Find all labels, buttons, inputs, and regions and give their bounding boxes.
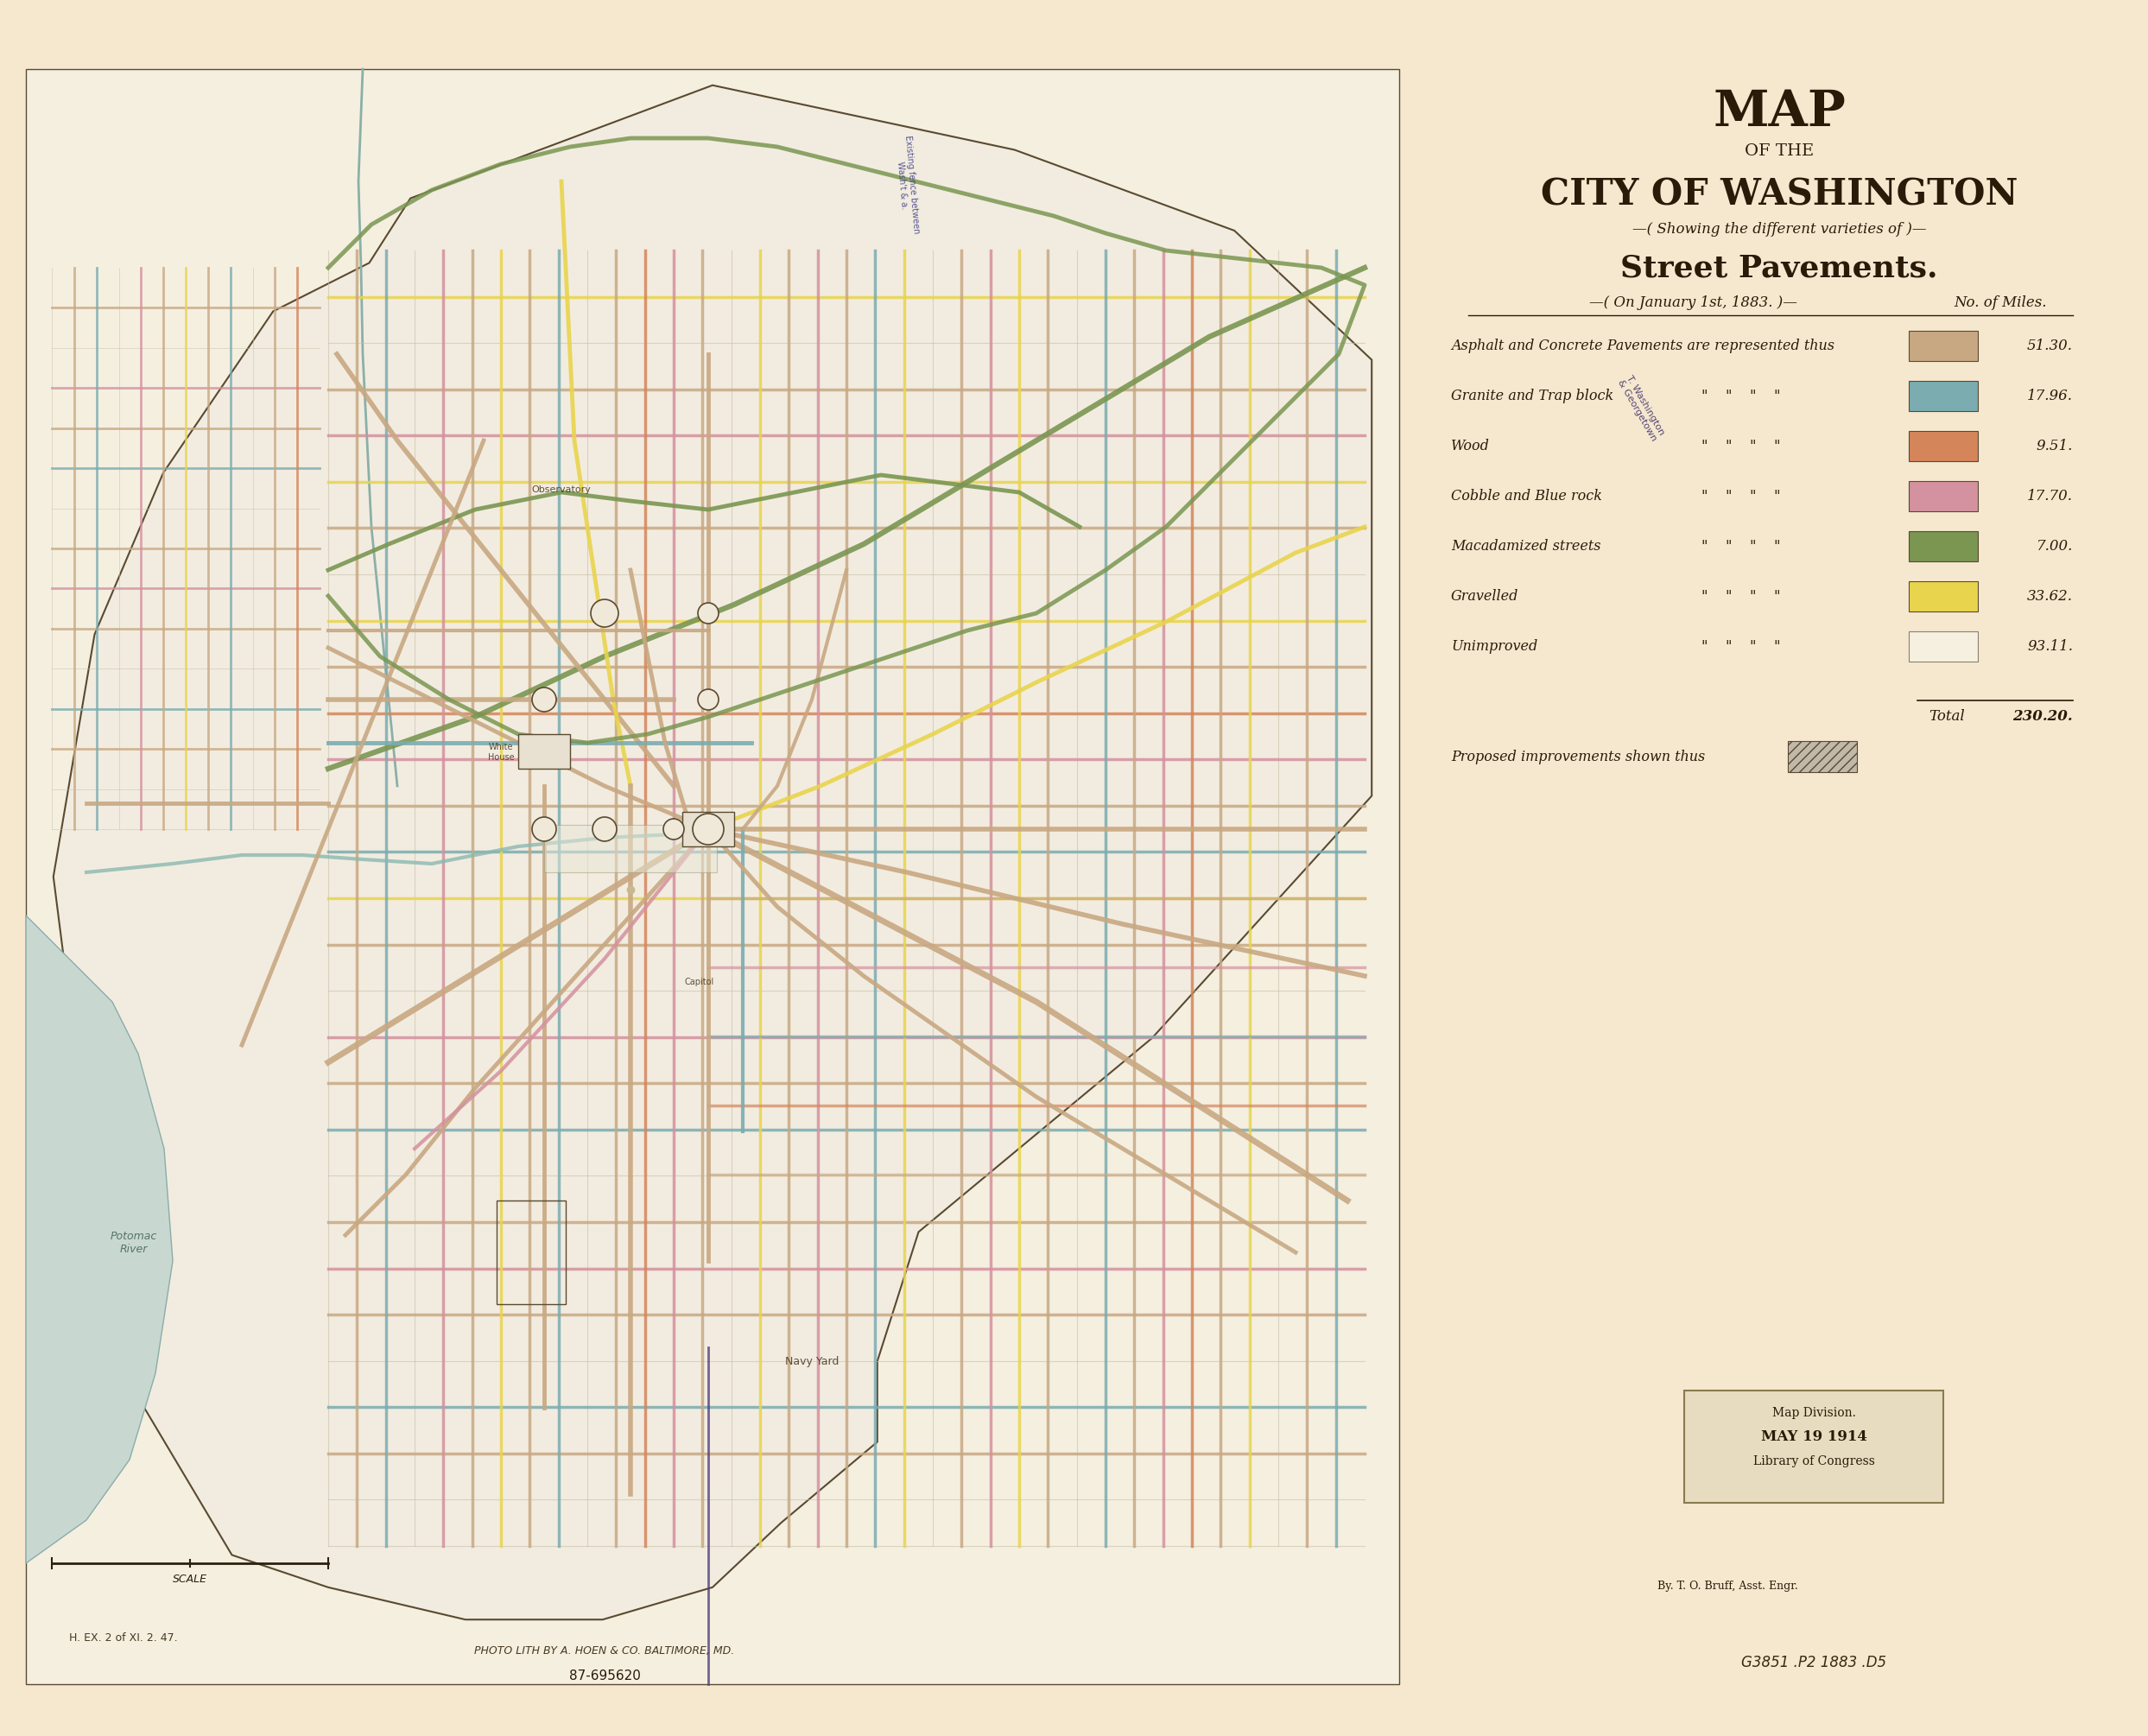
Bar [1684,1391,1944,1503]
Text: Navy Yard: Navy Yard [784,1356,840,1368]
Text: Potomac
River: Potomac River [110,1231,157,1255]
Bar [1416,35,2133,1710]
Text: 17.96.: 17.96. [2028,389,2073,403]
Text: No. of Miles.: No. of Miles. [1955,295,2047,309]
Text: Library of Congress: Library of Congress [1753,1455,1875,1467]
Polygon shape [26,915,172,1562]
Text: MAP: MAP [1712,89,1845,137]
Bar [1910,380,1978,411]
Bar [543,825,717,871]
Text: Existing fence between
Wash't & a.: Existing fence between Wash't & a. [894,135,921,234]
Text: 230.20.: 230.20. [2013,708,2073,724]
Text: Asphalt and Concrete Pavements are represented thus: Asphalt and Concrete Pavements are repre… [1452,339,1834,352]
Text: MAY 19 1914: MAY 19 1914 [1761,1429,1867,1444]
Text: 51.30.: 51.30. [2028,339,2073,352]
Text: Cobble and Blue rock: Cobble and Blue rock [1452,488,1602,503]
Text: PHOTO LITH BY A. HOEN & CO. BALTIMORE, MD.: PHOTO LITH BY A. HOEN & CO. BALTIMORE, M… [475,1646,735,1656]
Circle shape [664,819,683,840]
Text: Proposed improvements shown thus: Proposed improvements shown thus [1452,750,1706,764]
Circle shape [591,599,619,627]
Text: Capitol: Capitol [685,977,715,986]
Text: 93.11.: 93.11. [2028,639,2073,653]
Bar [1910,431,1978,460]
Text: —( On January 1st, 1883. )—: —( On January 1st, 1883. )— [1590,295,1798,309]
Bar [683,812,735,847]
Polygon shape [54,85,1373,1620]
Text: Unimproved: Unimproved [1452,639,1538,653]
Text: 7.00.: 7.00. [2036,538,2073,554]
Circle shape [698,689,720,710]
Text: "    "    "    ": " " " " [1701,538,1781,554]
Text: SCALE: SCALE [172,1573,208,1585]
Text: Map Division.: Map Division. [1772,1406,1856,1418]
Text: H. EX. 2 of XI. 2. 47.: H. EX. 2 of XI. 2. 47. [69,1632,178,1644]
Circle shape [533,818,556,842]
Bar [26,69,1398,1684]
Text: —( Showing the different varieties of )—: —( Showing the different varieties of )— [1632,222,1927,236]
Text: "    "    "    ": " " " " [1701,389,1781,403]
Bar [1910,630,1978,661]
Text: 33.62.: 33.62. [2028,589,2073,604]
Text: Wood: Wood [1452,437,1491,453]
Text: Macadamized streets: Macadamized streets [1452,538,1600,554]
Text: 17.70.: 17.70. [2028,488,2073,503]
Text: T. Washington
& Georgetown: T. Washington & Georgetown [1615,373,1667,443]
Text: Observatory: Observatory [533,486,591,495]
Bar [1910,330,1978,361]
Text: OF THE: OF THE [1744,144,1813,160]
Circle shape [698,602,720,623]
Circle shape [593,818,616,842]
Text: "    "    "    ": " " " " [1701,589,1781,604]
Text: Total: Total [1929,708,1965,724]
Circle shape [533,687,556,712]
Bar [1787,741,1856,773]
Text: CITY OF WASHINGTON: CITY OF WASHINGTON [1540,175,2017,212]
Text: Gravelled: Gravelled [1452,589,1519,604]
Bar [1910,481,1978,510]
Text: Street Pavements.: Street Pavements. [1620,253,1937,283]
Text: 87-695620: 87-695620 [569,1670,640,1682]
Text: "    "    "    ": " " " " [1701,639,1781,653]
Bar [1910,531,1978,561]
Bar [1910,582,1978,611]
Text: Granite and Trap block: Granite and Trap block [1452,389,1613,403]
Text: By. T. O. Bruff, Asst. Engr.: By. T. O. Bruff, Asst. Engr. [1656,1580,1798,1592]
Text: "    "    "    ": " " " " [1701,488,1781,503]
Text: "    "    "    ": " " " " [1701,437,1781,453]
Bar [518,734,569,769]
Circle shape [692,814,724,845]
Text: 9.51.: 9.51. [2036,437,2073,453]
Bar [496,1201,565,1304]
Text: White
House: White House [488,743,513,762]
Text: G3851 .P2 1883 .D5: G3851 .P2 1883 .D5 [1742,1654,1886,1670]
